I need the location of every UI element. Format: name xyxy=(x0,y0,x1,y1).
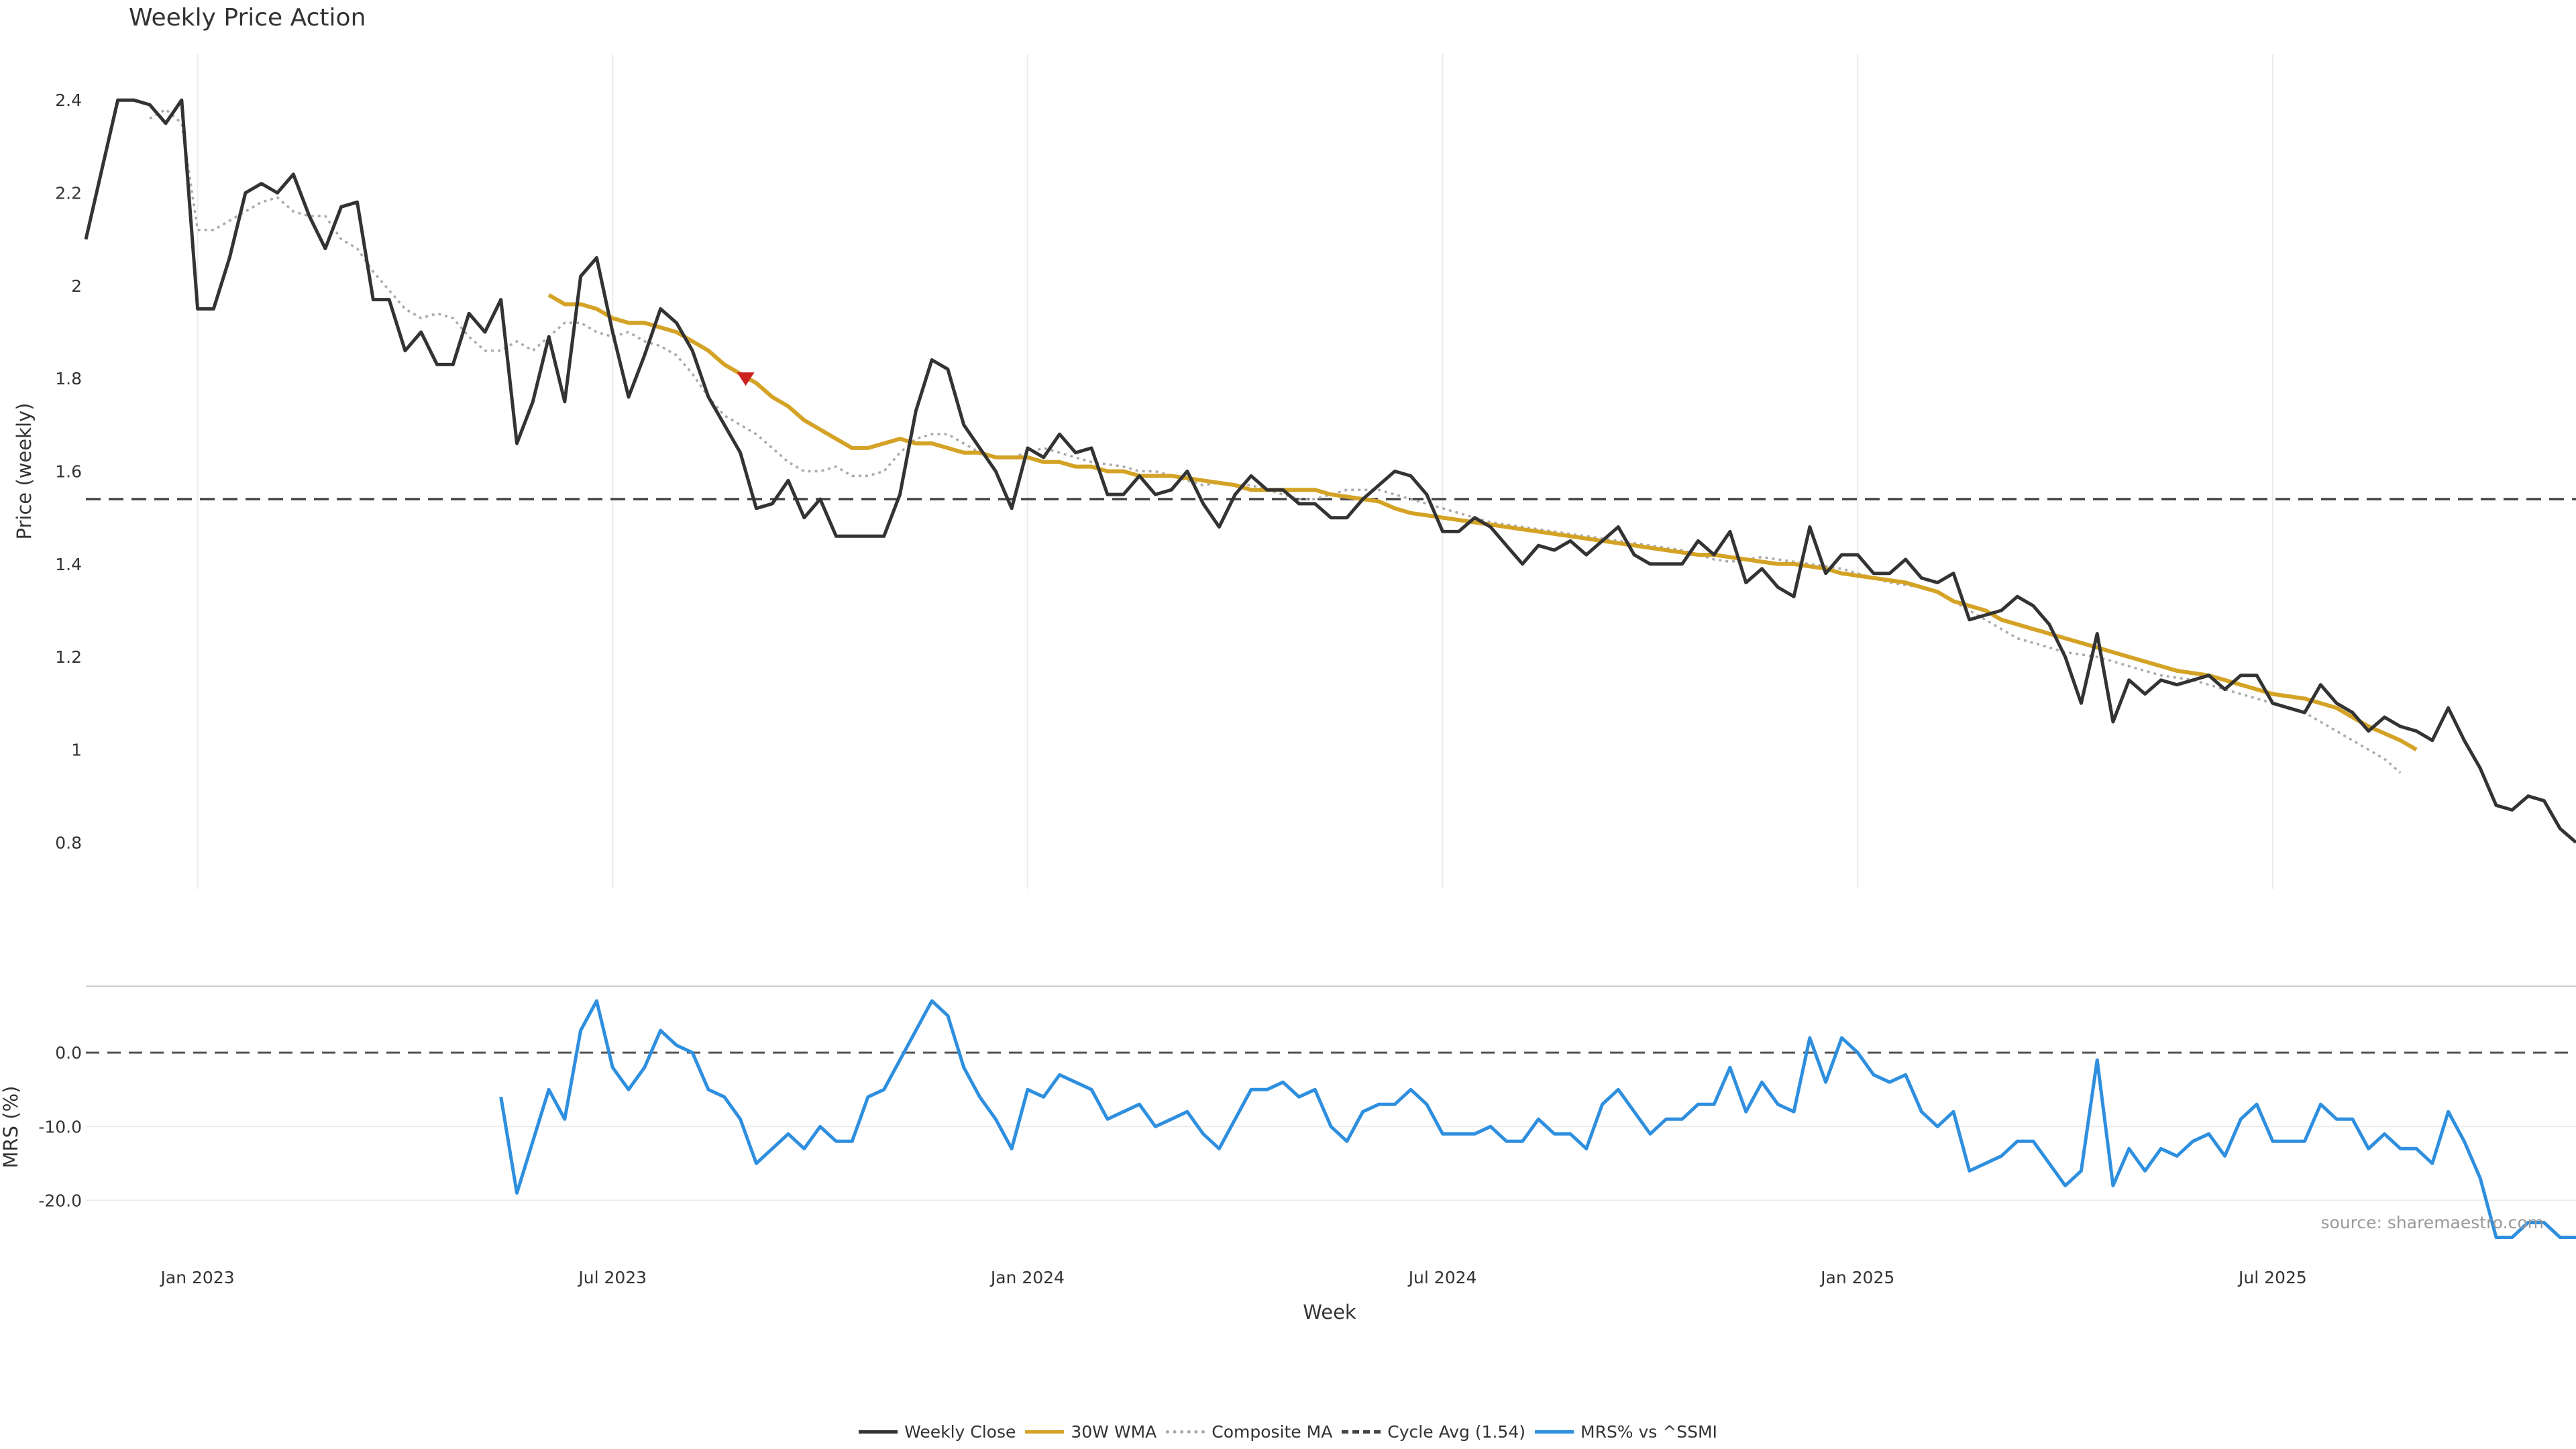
chart-legend: Weekly Close 30W WMA Composite MA Cycle Avg… xyxy=(0,1418,2576,1442)
y-tick-label: 1.2 xyxy=(55,647,82,667)
legend-item: Cycle Avg (1.54) xyxy=(1342,1422,1525,1442)
legend-swatch xyxy=(859,1430,898,1434)
y-tick-label: 2.4 xyxy=(55,91,82,110)
x-tick-label: Jul 2023 xyxy=(577,1268,647,1287)
chart-title: Weekly Price Action xyxy=(129,4,366,32)
weekly-close-line xyxy=(84,98,2576,844)
x-tick-label: Jan 2024 xyxy=(989,1268,1065,1287)
y-tick-label: 0.0 xyxy=(55,1043,82,1063)
legend-swatch xyxy=(1535,1430,1574,1434)
x-tick-label: Jan 2025 xyxy=(1819,1268,1894,1287)
sell-signal-marker xyxy=(737,372,755,386)
legend-swatch xyxy=(1166,1430,1205,1434)
legend-label: Composite MA xyxy=(1212,1422,1333,1442)
legend-label: Cycle Avg (1.54) xyxy=(1387,1422,1525,1442)
y-tick-label: 2.2 xyxy=(55,184,82,203)
legend-swatch xyxy=(1025,1430,1065,1434)
y-tick-label: 1 xyxy=(71,741,82,760)
y-tick-label: 1.6 xyxy=(55,462,82,482)
y-tick-label: 2 xyxy=(71,276,82,296)
legend-item: Weekly Close xyxy=(859,1422,1016,1442)
legend-label: Weekly Close xyxy=(904,1422,1016,1442)
y-tick-label: 1.8 xyxy=(55,369,82,388)
source-note: source: sharemaestro.com xyxy=(2320,1213,2544,1232)
x-tick-label: Jul 2025 xyxy=(2237,1268,2307,1287)
y-axis-label: Price (weekly) xyxy=(13,402,36,539)
y-tick-label: -20.0 xyxy=(38,1191,82,1210)
y-tick-label: 1.4 xyxy=(55,555,82,574)
legend-item: MRS% vs ^SSMI xyxy=(1535,1422,1717,1442)
legend-item: Composite MA xyxy=(1166,1422,1332,1442)
legend-label: 30W WMA xyxy=(1071,1422,1157,1442)
legend-swatch xyxy=(1342,1430,1381,1434)
mrs-line xyxy=(499,999,2576,1239)
x-axis-label: Week xyxy=(1303,1301,1356,1324)
y-tick-label: -10.0 xyxy=(38,1117,82,1136)
legend-item: 30W WMA xyxy=(1025,1422,1157,1442)
composite-ma-line xyxy=(149,107,2402,774)
y-axis-label: MRS (%) xyxy=(0,1086,22,1169)
x-tick-label: Jan 2023 xyxy=(160,1268,235,1287)
y-tick-label: 0.8 xyxy=(55,833,82,853)
x-tick-label: Jul 2024 xyxy=(1407,1268,1477,1287)
legend-label: MRS% vs ^SSMI xyxy=(1580,1422,1717,1442)
